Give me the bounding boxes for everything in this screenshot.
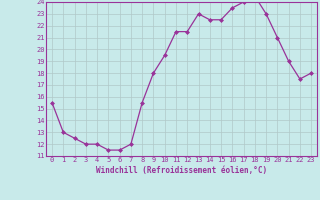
X-axis label: Windchill (Refroidissement éolien,°C): Windchill (Refroidissement éolien,°C) — [96, 166, 267, 175]
